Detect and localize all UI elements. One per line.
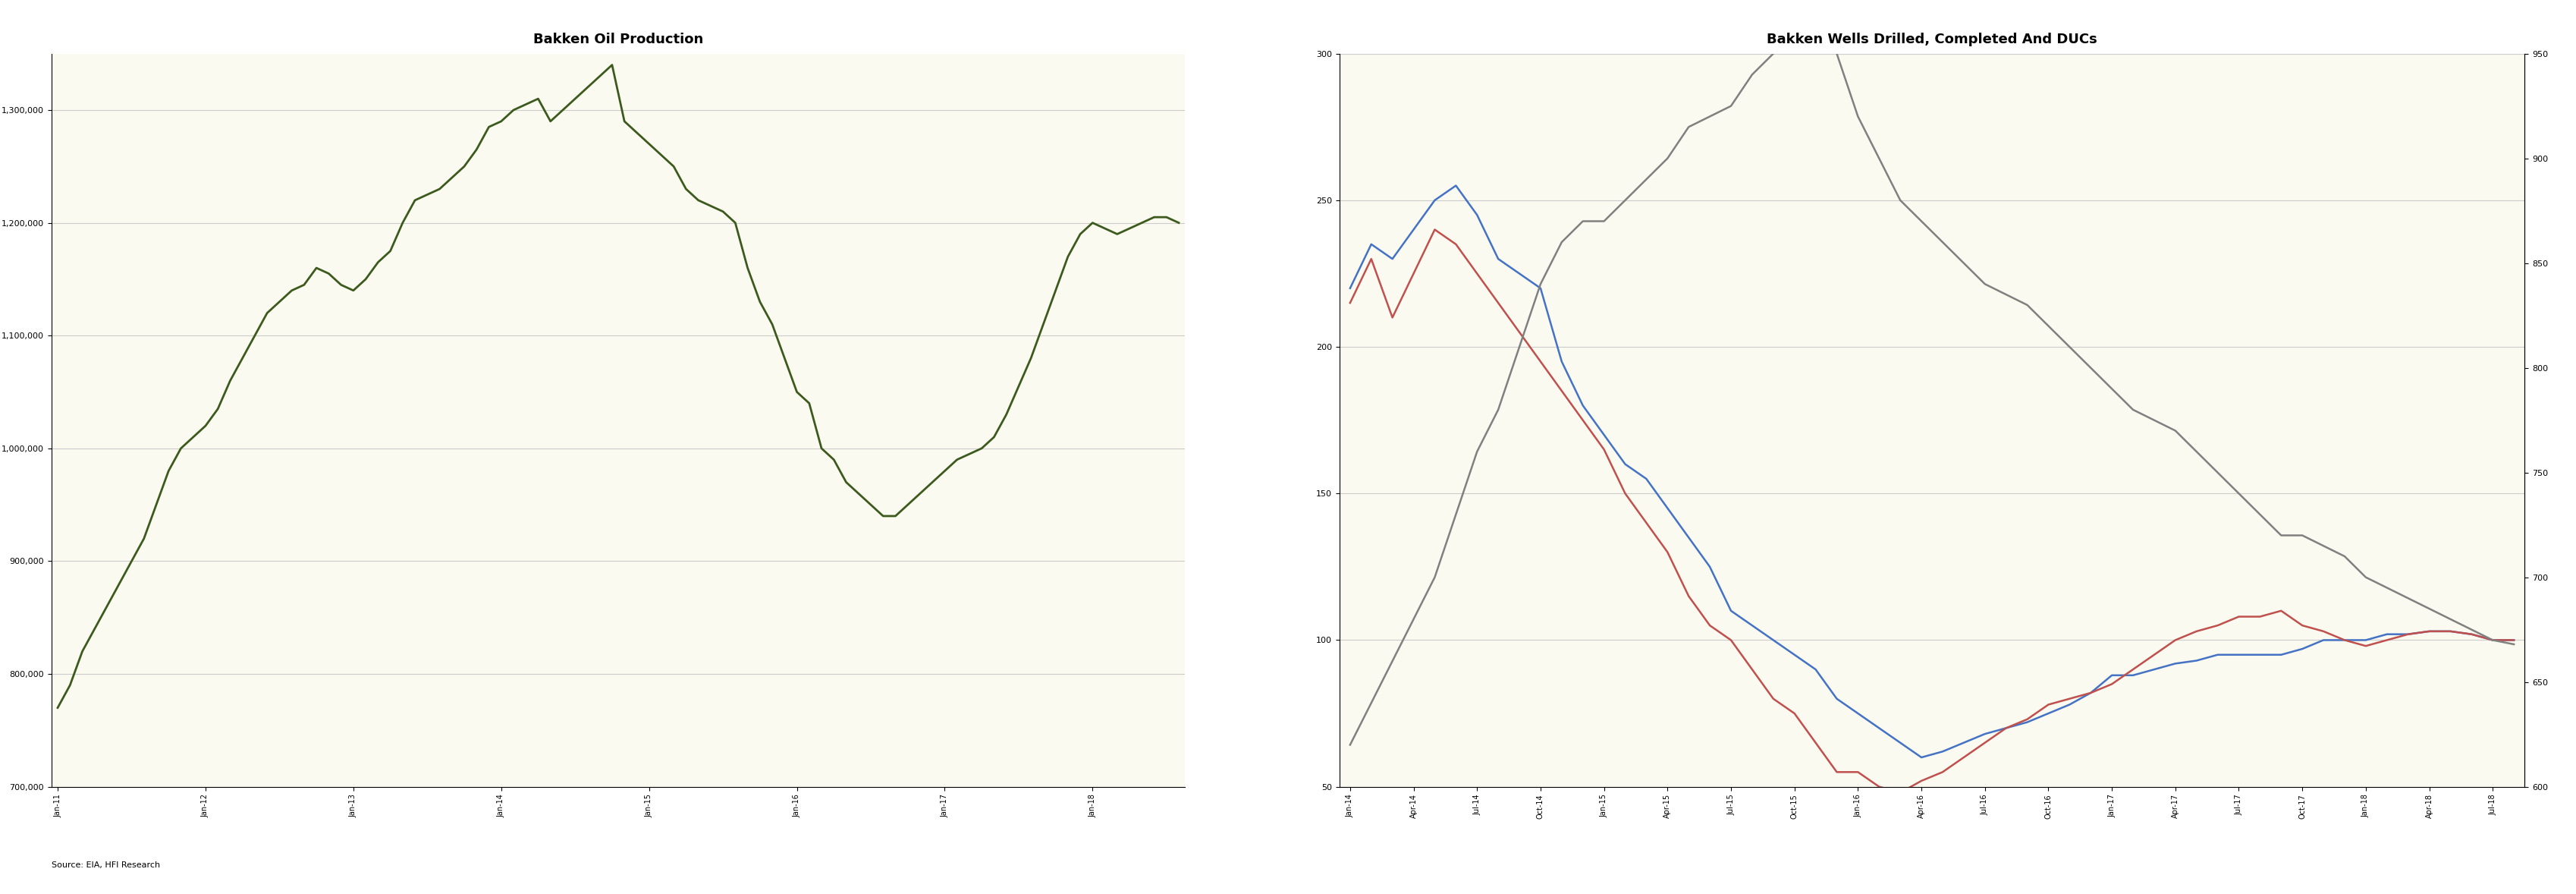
Completed [2097, 679, 2128, 689]
Line: Completed: Completed [1350, 230, 2514, 793]
Drilled [2499, 635, 2530, 645]
DUC [2244, 509, 2275, 519]
Drilled [2138, 664, 2169, 675]
Line: DUC: DUC [1350, 12, 2514, 745]
Drilled [2097, 670, 2128, 680]
DUC [1334, 739, 1365, 750]
Completed [1780, 708, 1811, 719]
Completed [2267, 605, 2298, 616]
Completed [1886, 788, 1917, 798]
Drilled [2032, 708, 2063, 719]
Drilled [1906, 752, 1937, 763]
Drilled [1355, 239, 1386, 249]
Title: Bakken Oil Production: Bakken Oil Production [533, 32, 703, 46]
DUC [2117, 404, 2148, 415]
Completed [1355, 254, 1386, 265]
Drilled [1440, 181, 1471, 191]
Text: Source: EIA, HFI Research: Source: EIA, HFI Research [52, 861, 160, 869]
DUC [2499, 639, 2530, 650]
DUC [2076, 362, 2107, 373]
DUC [1757, 48, 1788, 59]
DUC [2012, 299, 2043, 310]
Title: Bakken Wells Drilled, Completed And DUCs: Bakken Wells Drilled, Completed And DUCs [1767, 32, 2097, 46]
Completed [2032, 699, 2063, 710]
DUC [1801, 6, 1832, 17]
Drilled [2267, 649, 2298, 660]
Line: Drilled: Drilled [1350, 186, 2514, 757]
DUC [1355, 697, 1386, 708]
Completed [1334, 298, 1365, 308]
Drilled [1780, 649, 1811, 660]
Completed [2138, 649, 2169, 660]
Completed [2499, 635, 2530, 645]
Completed [1419, 224, 1450, 235]
Drilled [1334, 283, 1365, 293]
